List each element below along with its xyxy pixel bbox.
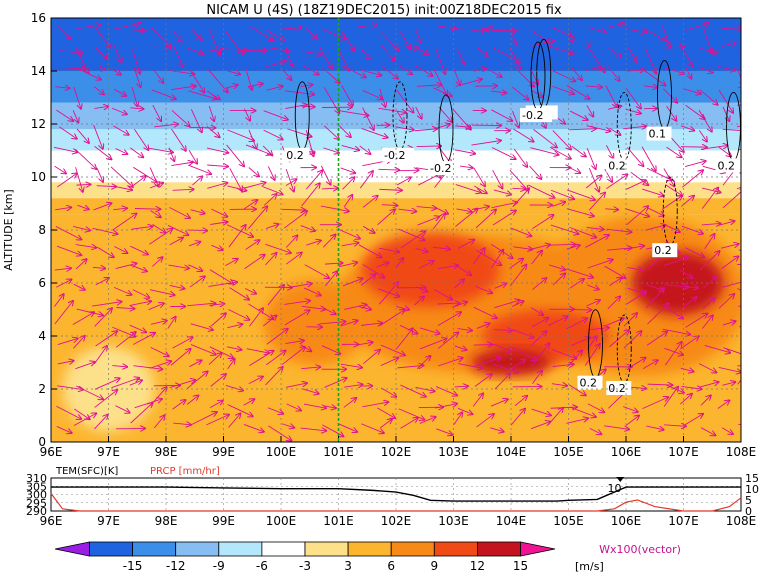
contour-label: 0.2 [608, 382, 626, 395]
wind-vector [570, 309, 591, 310]
colorbar-tick-label: -9 [213, 559, 225, 573]
sub-x-tick-label: 99E [212, 514, 235, 528]
colorbar-tick-label: -3 [299, 559, 311, 573]
wind-vector [722, 29, 744, 30]
colorbar-low-end [55, 542, 89, 556]
wind-vector [738, 301, 767, 306]
colorbar-tick-label: 3 [344, 559, 352, 573]
wind-vector [741, 226, 767, 235]
wind-vector [738, 424, 762, 426]
legend-temperature: TEM(SFC)[K] [55, 466, 118, 477]
sub-x-tick-label: 100E [266, 514, 297, 528]
contour-label: 0.1 [649, 128, 667, 141]
x-tick-label: 99E [212, 445, 235, 459]
colorbar-tick-label: 15 [513, 559, 528, 573]
contour-label: 0.2 [654, 244, 672, 257]
y-tick-label: 16 [31, 11, 46, 25]
y-tick-label: 10 [31, 170, 46, 184]
sub-x-tick-label: 107E [668, 514, 699, 528]
y-tick-label: 2 [38, 382, 46, 396]
wind-vector [377, 125, 390, 126]
contour-label: -0.2 [522, 109, 543, 122]
wind-vector [741, 348, 755, 349]
contour-label: 0.2 [580, 377, 598, 390]
colorbar-swatch [477, 542, 520, 556]
colorbar-swatch [348, 542, 391, 556]
x-tick-label: 101E [323, 445, 354, 459]
colorbar-swatch [89, 542, 132, 556]
colorbar-tick-label: -15 [123, 559, 143, 573]
wind-vector [399, 170, 418, 171]
x-tick-label: 106E [611, 445, 642, 459]
contour-label: -0.2 [384, 149, 405, 162]
colorbar-tick-label: -12 [166, 559, 186, 573]
x-tick-label: 104E [496, 445, 527, 459]
colorbar-swatch [219, 542, 262, 556]
colorbar-swatch [391, 542, 434, 556]
x-tick-label: 102E [381, 445, 412, 459]
sub-x-tick-label: 101E [323, 514, 354, 528]
y-tick-label: 4 [38, 329, 46, 343]
contour-label: 0.2 [718, 159, 736, 172]
x-tick-label: 100E [266, 445, 297, 459]
sub-x-tick-label: 106E [611, 514, 642, 528]
chart-title: NICAM U (4S) (18Z19DEC2015) init:00Z18DE… [206, 3, 562, 18]
colorbar-tick-label: 12 [470, 559, 485, 573]
y-axis-label: ALTITUDE [km] [2, 189, 15, 270]
contour-label: 0.2 [608, 159, 626, 172]
sub-x-tick-label: 102E [381, 514, 412, 528]
colorbar-tick-label: 6 [387, 559, 395, 573]
sub-x-tick-label: 104E [496, 514, 527, 528]
sub-x-tick-label: 97E [97, 514, 120, 528]
wind-band-2 [51, 103, 741, 130]
x-tick-label: 103E [438, 445, 469, 459]
wind-core-2 [362, 233, 500, 307]
colorbar-swatch [133, 542, 176, 556]
y-tick-label: 6 [38, 276, 46, 290]
sub-x-tick-label: 98E [155, 514, 178, 528]
wind-vector [417, 146, 442, 147]
sub-annotation: 10 [608, 482, 622, 495]
colorbar-tick-label: -6 [256, 559, 268, 573]
x-tick-label: 107E [668, 445, 699, 459]
wind-vector [76, 184, 90, 185]
vector-scale-label: Wx100(vector) [599, 543, 681, 556]
sub-left-tick: 310 [26, 472, 47, 485]
colorbar-tick-label: 9 [430, 559, 438, 573]
x-tick-label: 98E [155, 445, 178, 459]
y-tick-label: 14 [31, 64, 46, 78]
colorbar-high-end [521, 542, 555, 556]
colorbar-swatch [305, 542, 348, 556]
wind-vector [739, 327, 766, 332]
wind-vector [741, 405, 767, 414]
y-tick-label: 12 [31, 117, 46, 131]
colorbar-swatch [434, 542, 477, 556]
colorbar-swatch [262, 542, 305, 556]
sub-x-tick-label: 105E [553, 514, 584, 528]
legend-precipitation: PRCP [mm/hr] [150, 466, 220, 477]
x-tick-label: 97E [97, 445, 120, 459]
wind-vector [474, 345, 493, 346]
colorbar-swatch [176, 542, 219, 556]
colorbar: -15 -12 -9 -6 -3 3 6 9 12 15 [m/s] Wx100(vector) [55, 542, 681, 573]
wind-band-6 [51, 198, 741, 214]
sub-x-tick-label: 103E [438, 514, 469, 528]
contour-label: -0.2 [430, 162, 451, 175]
y-tick-label: 0 [38, 435, 46, 449]
x-tick-label: 108E [726, 445, 757, 459]
wind-vector [738, 49, 761, 50]
colorbar-units: [m/s] [575, 560, 604, 573]
contour-label: 0.2 [286, 149, 304, 162]
y-tick-label: 8 [38, 223, 46, 237]
wind-vector [741, 208, 759, 216]
sub-right-tick: 15 [745, 472, 759, 485]
x-tick-label: 105E [553, 445, 584, 459]
